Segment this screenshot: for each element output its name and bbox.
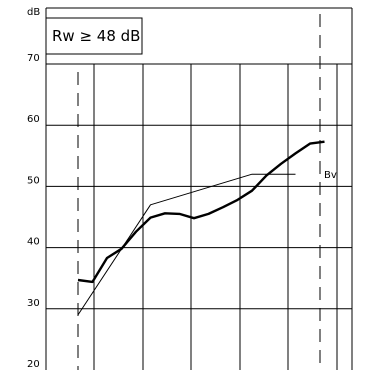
rating-label: Rw ≥ 48 dB xyxy=(52,27,140,45)
measured-curve xyxy=(77,140,325,284)
y-tick-label: 60 xyxy=(27,114,40,125)
reference-curve xyxy=(77,173,296,316)
y-tick-label: 40 xyxy=(27,237,40,248)
y-tick-label: 20 xyxy=(27,359,40,370)
reference-curve-label: Bv xyxy=(324,170,337,181)
y-unit-label: dB xyxy=(27,7,40,18)
y-tick-label: 50 xyxy=(27,175,40,186)
axis-layer: dB 70 60 50 40 30 20 xyxy=(27,7,40,370)
series-layer xyxy=(77,140,325,316)
y-tick-label: 30 xyxy=(27,298,40,309)
rating-box: Rw ≥ 48 dB xyxy=(45,17,143,55)
annotation-layer: Bv xyxy=(324,170,337,181)
rating-box-frame xyxy=(45,17,143,55)
y-tick-label: 70 xyxy=(27,53,40,64)
grid xyxy=(45,7,353,370)
